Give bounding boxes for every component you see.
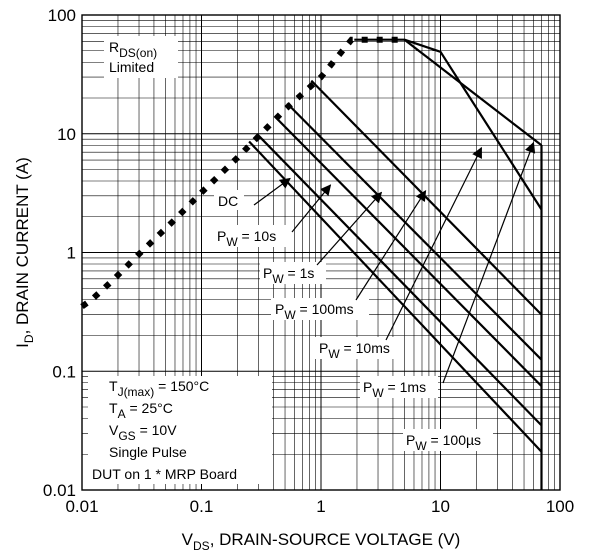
soa-line-dc — [248, 140, 543, 453]
soa-line-100us — [403, 38, 543, 147]
pulse-label-background — [271, 298, 369, 320]
pulse-width-label-sub: W — [328, 347, 340, 361]
x-axis-label: VDS, DRAIN-SOURCE VOLTAGE (V) — [182, 530, 461, 553]
y-tick-label: 10 — [57, 125, 76, 144]
pulse-label-background — [313, 337, 403, 359]
condition-text-rest: = 25°C — [126, 400, 173, 416]
condition-text-main: DUT on 1 * MRP Board — [92, 466, 237, 482]
condition-text-sub: A — [118, 407, 126, 421]
x-tick-label: 0.1 — [190, 497, 214, 516]
soa-line-1s — [273, 115, 543, 387]
pulse-label-arrow — [355, 190, 427, 301]
soa-curves — [80, 36, 543, 490]
pulse-width-label-rest: = 10ms — [340, 340, 390, 356]
pulse-width-label: PW = 100µs — [406, 432, 481, 453]
condition-text: TA = 25°C — [109, 400, 173, 421]
soa-line-10s — [256, 133, 543, 427]
x-tick-label: 1 — [316, 497, 325, 516]
pulse-width-label-sub: W — [284, 308, 296, 322]
rds-label-line2: Limited — [109, 59, 154, 75]
pulse-width-label-main: P — [406, 432, 415, 448]
condition-text-rest: = 150°C — [154, 378, 209, 394]
soa-line-1ms — [354, 38, 543, 211]
pulse-label-background — [260, 262, 326, 284]
x-tick-label: 0.01 — [65, 497, 98, 516]
pulse-width-label-sub: W — [272, 272, 284, 286]
pulse-width-label: DC — [218, 193, 238, 209]
y-tick-label: 0.1 — [52, 362, 76, 381]
plot-area-frame — [81, 14, 561, 491]
pulse-width-label: PW = 10ms — [319, 340, 390, 361]
condition-text-main: Single Pulse — [109, 444, 187, 460]
soa-line-100ms — [286, 102, 543, 361]
tick-labels: 0.01 0.1 1 10 100 0.01 0.1 1 10 100 — [43, 6, 574, 516]
pulse-width-label-main: P — [319, 340, 328, 356]
pulse-label-arrow — [442, 141, 536, 384]
rds-label-line1-sub: DS(on) — [119, 46, 157, 60]
soa-line-10ms — [310, 79, 543, 316]
pulse-label-background — [214, 190, 244, 210]
condition-text-main: V — [109, 422, 119, 438]
pulse-width-label-rest: = 1ms — [384, 379, 426, 395]
rds-label-line1: RDS(on) — [109, 39, 157, 60]
pulse-label-background — [403, 429, 493, 451]
axis-labels: VDS, DRAIN-SOURCE VOLTAGE (V)ID, DRAIN C… — [13, 157, 460, 553]
y-tick-label: 100 — [48, 6, 76, 25]
y-axis-label-rest: , DRAIN CURRENT (A) — [13, 157, 32, 334]
pulse-width-label: PW = 1s — [263, 265, 314, 286]
pulse-label-background — [213, 225, 293, 247]
pulse-width-label-sub: W — [226, 235, 238, 249]
pulse-width-label-main: P — [275, 301, 284, 317]
pulse-width-label-rest: = 1s — [284, 265, 315, 281]
x-tick-label: 10 — [431, 497, 450, 516]
pulse-label-arrow — [253, 177, 291, 206]
y-axis-label-sub: D — [22, 334, 36, 343]
pulse-width-label-main: P — [263, 265, 272, 281]
x-axis-label-sub: DS — [193, 539, 210, 553]
condition-text: VGS = 10V — [109, 422, 177, 443]
condition-text: DUT on 1 * MRP Board — [92, 466, 237, 482]
condition-text-sub: J(max) — [118, 385, 155, 399]
condition-text: Single Pulse — [109, 444, 187, 460]
y-axis-label: ID, DRAIN CURRENT (A) — [13, 157, 36, 348]
y-tick-label: 0.01 — [43, 481, 76, 500]
y-tick-label: 1 — [67, 244, 76, 263]
x-axis-label-main: V — [182, 530, 194, 549]
rds-on-limit-line — [80, 36, 405, 310]
pulse-label-arrow — [291, 184, 332, 233]
pulse-width-label-sub: W — [372, 386, 384, 400]
pulse-width-label-rest: = 100µs — [427, 432, 481, 448]
condition-text-sub: GS — [118, 429, 135, 443]
condition-text-main: T — [109, 400, 118, 416]
pulse-width-label-rest: = 10s — [238, 228, 277, 244]
pulse-width-label: PW = 10s — [217, 228, 276, 249]
pulse-label-arrow — [316, 191, 383, 266]
condition-text: TJ(max) = 150°C — [109, 378, 209, 399]
x-tick-label: 100 — [546, 497, 574, 516]
pulse-width-label-main: P — [363, 379, 372, 395]
condition-text-main: T — [109, 378, 118, 394]
pulse-width-label-sub: W — [415, 439, 427, 453]
pulse-width-label: PW = 100ms — [275, 301, 354, 322]
y-axis-label-main: I — [13, 343, 32, 348]
condition-text-rest: = 10V — [136, 422, 178, 438]
pulse-width-label-main: DC — [218, 193, 238, 209]
pulse-width-label-main: P — [217, 228, 226, 244]
conditions-background — [88, 376, 272, 484]
rds-label-background — [104, 36, 178, 78]
rds-label-line1-main: R — [109, 39, 119, 55]
x-axis-label-rest: , DRAIN-SOURCE VOLTAGE (V) — [210, 530, 461, 549]
pulse-width-label-rest: = 100ms — [296, 301, 354, 317]
pulse-label-background — [360, 376, 438, 398]
pulse-label-arrow — [385, 146, 482, 341]
pulse-width-label: PW = 1ms — [363, 379, 426, 400]
